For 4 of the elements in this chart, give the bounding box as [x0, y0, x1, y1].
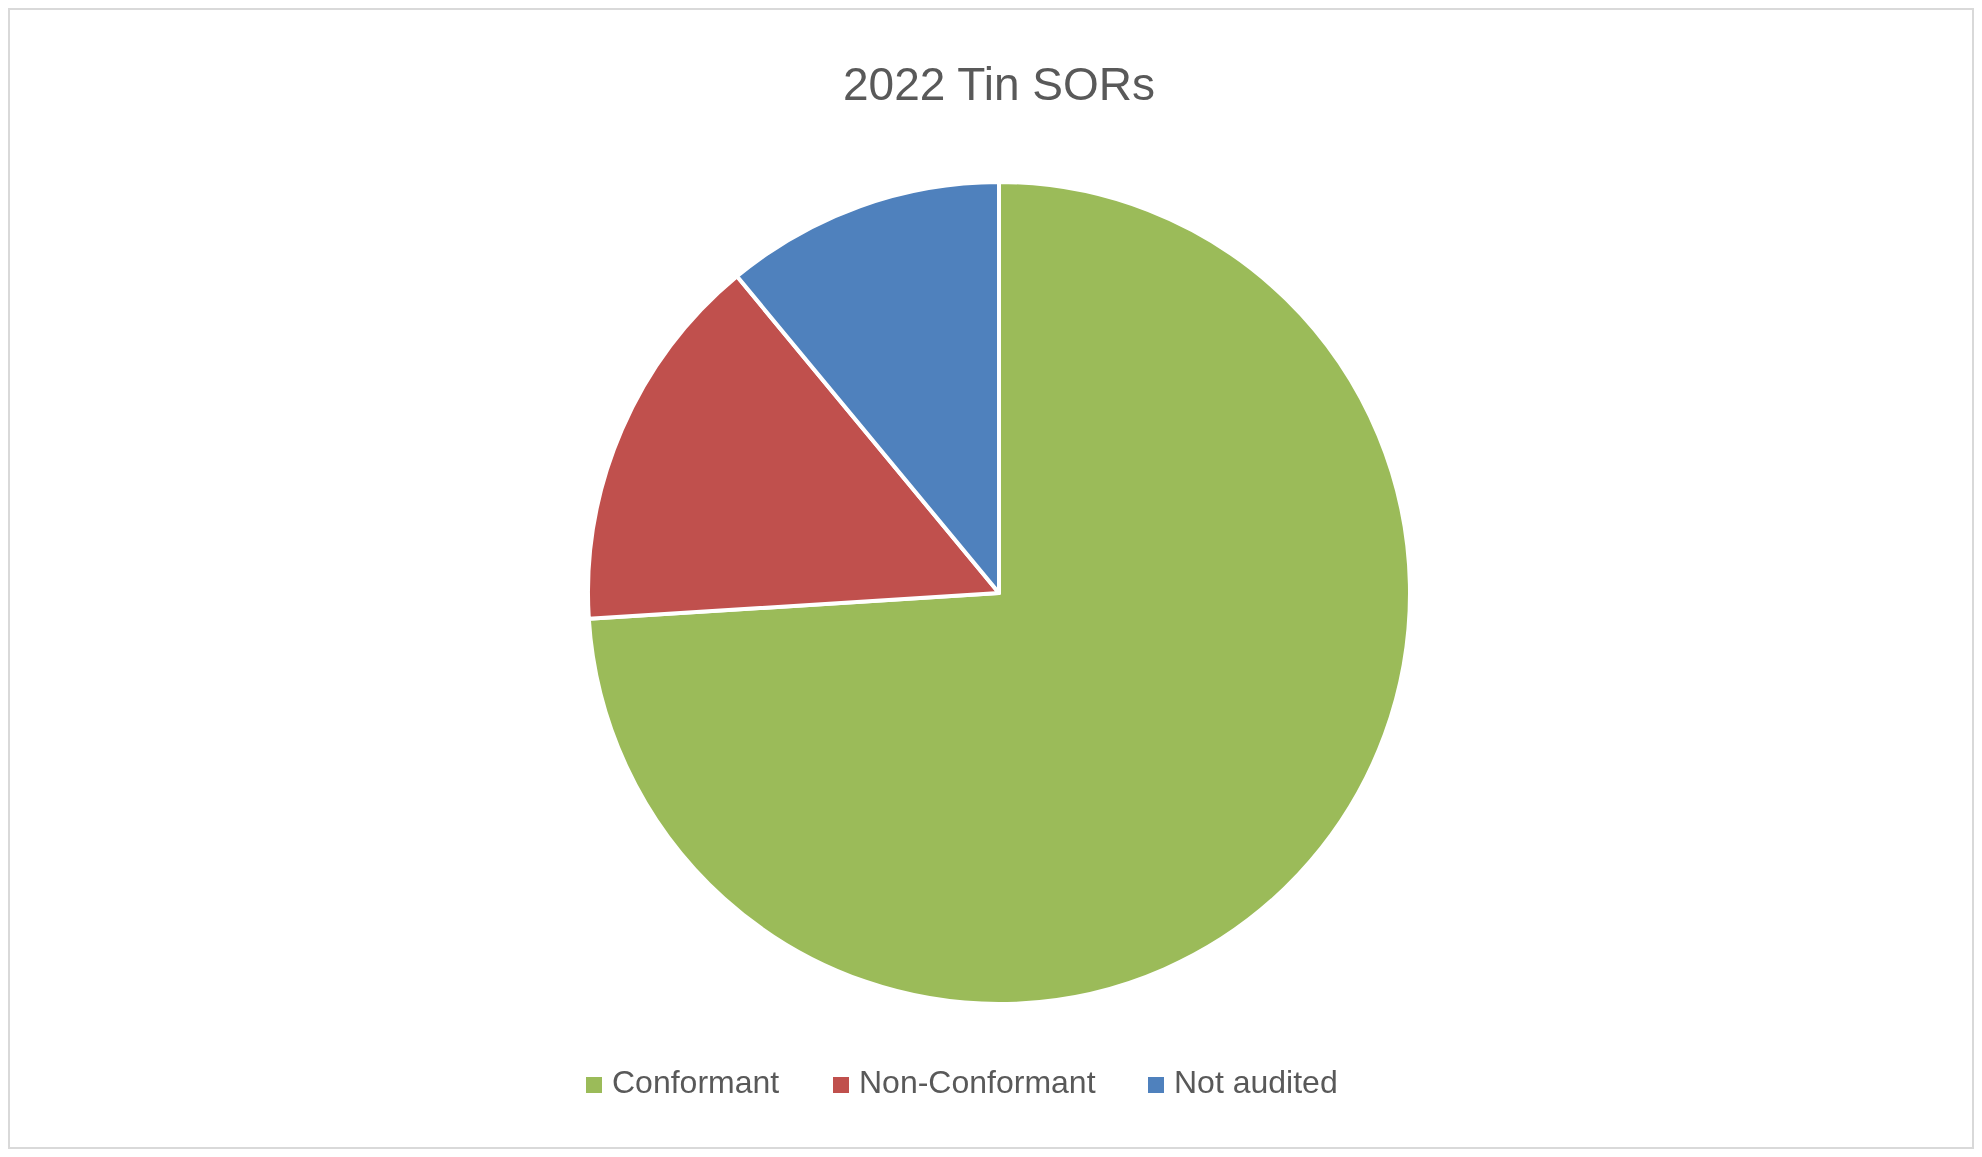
legend-label: Non-Conformant	[859, 1064, 1096, 1100]
chart-title: 2022 Tin SORs	[843, 58, 1155, 110]
legend-label: Conformant	[612, 1064, 780, 1100]
legend-label: Not audited	[1174, 1064, 1338, 1100]
